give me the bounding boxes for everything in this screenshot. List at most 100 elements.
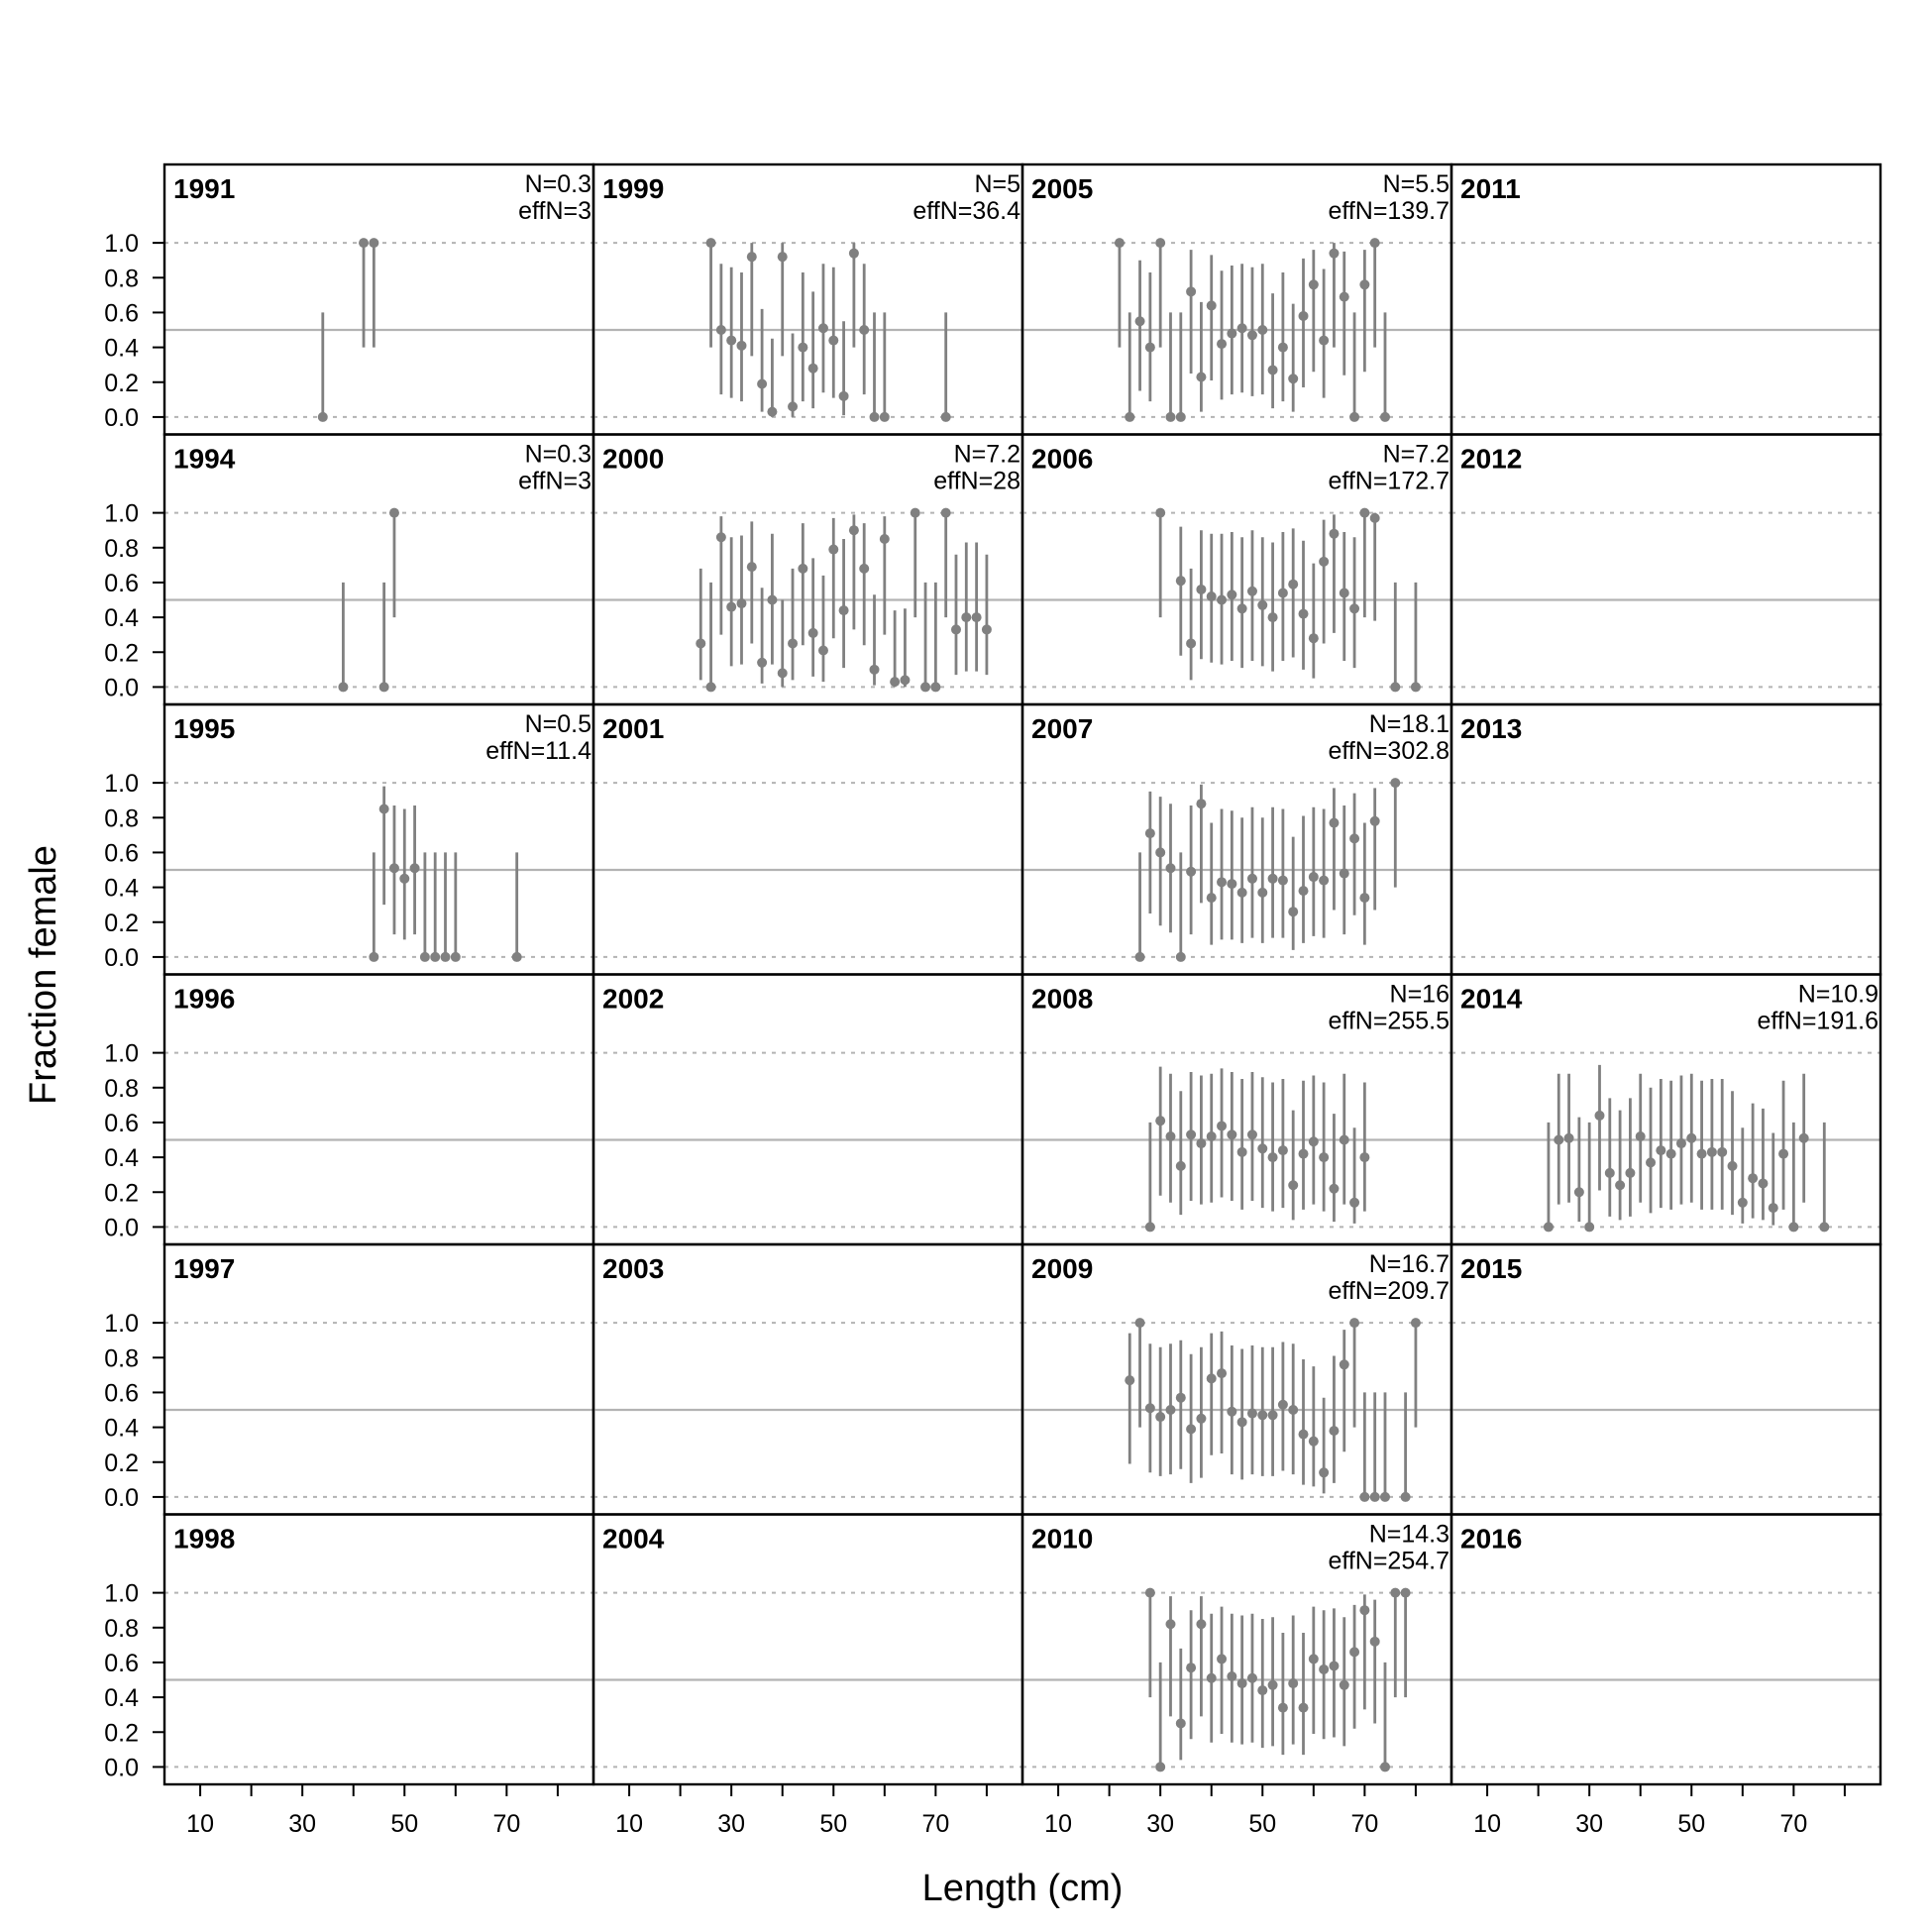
data-point bbox=[1176, 576, 1186, 586]
data-point bbox=[767, 407, 777, 417]
y-tick-label: 0.2 bbox=[104, 910, 139, 937]
panel-2015: 2015 bbox=[1451, 1244, 1880, 1515]
data-point bbox=[1268, 1410, 1278, 1420]
y-tick-label: 0.8 bbox=[104, 1615, 139, 1643]
data-point bbox=[1237, 1678, 1247, 1688]
panel-2011: 2011 bbox=[1451, 164, 1880, 435]
y-tick-label: 0.6 bbox=[104, 1379, 139, 1407]
panel-year: 2009 bbox=[1031, 1253, 1093, 1284]
data-point bbox=[706, 238, 716, 248]
data-point bbox=[1319, 876, 1329, 886]
data-point bbox=[1340, 1359, 1349, 1369]
data-point bbox=[767, 595, 777, 605]
data-point bbox=[900, 675, 910, 685]
x-tick-label: 70 bbox=[1779, 1810, 1807, 1838]
panel-year: 2012 bbox=[1460, 444, 1522, 475]
data-point bbox=[1717, 1147, 1727, 1157]
panel-year: 2000 bbox=[602, 444, 664, 475]
data-point bbox=[1554, 1135, 1563, 1145]
data-point bbox=[369, 238, 378, 248]
data-point bbox=[828, 336, 838, 346]
data-point bbox=[1237, 603, 1247, 613]
data-point bbox=[1584, 1222, 1594, 1232]
y-tick-label: 1.0 bbox=[104, 1580, 139, 1608]
data-point bbox=[1165, 863, 1175, 873]
y-tick-label: 0.0 bbox=[104, 404, 139, 432]
data-point bbox=[788, 638, 798, 648]
y-tick-label: 0.8 bbox=[104, 535, 139, 563]
panel-frame bbox=[1451, 1515, 1880, 1785]
data-point bbox=[1196, 799, 1206, 808]
data-point bbox=[1155, 1412, 1165, 1422]
data-point bbox=[1288, 1180, 1298, 1190]
panel-frame bbox=[164, 1244, 593, 1515]
data-point bbox=[1349, 833, 1359, 843]
x-tick-label: 30 bbox=[717, 1810, 745, 1838]
data-point bbox=[379, 682, 389, 692]
data-point bbox=[778, 252, 788, 262]
y-tick-label: 1.0 bbox=[104, 230, 139, 258]
data-point bbox=[1176, 412, 1186, 422]
data-point bbox=[1349, 1198, 1359, 1208]
data-point bbox=[1268, 365, 1278, 375]
data-point bbox=[951, 624, 961, 634]
panel-year: 1999 bbox=[602, 173, 664, 204]
data-point bbox=[451, 952, 461, 962]
effective-sample-size-label: effN=254.7 bbox=[1328, 1548, 1449, 1575]
data-point bbox=[1125, 412, 1134, 422]
data-point bbox=[338, 682, 348, 692]
data-point bbox=[1594, 1111, 1604, 1121]
sample-size-label: N=16 bbox=[1390, 981, 1449, 1009]
y-tick-label: 0.4 bbox=[104, 875, 139, 903]
data-point bbox=[1145, 1222, 1155, 1232]
y-tick-label: 0.2 bbox=[104, 1719, 139, 1747]
data-point bbox=[1227, 590, 1236, 599]
data-point bbox=[778, 668, 788, 678]
data-point bbox=[1319, 1467, 1329, 1477]
y-tick-label: 0.4 bbox=[104, 1144, 139, 1172]
data-point bbox=[1135, 316, 1145, 326]
data-point bbox=[1176, 1161, 1186, 1171]
data-point bbox=[1186, 1424, 1196, 1434]
data-point bbox=[1278, 1145, 1288, 1155]
data-point bbox=[420, 952, 430, 962]
data-point bbox=[1707, 1147, 1717, 1157]
data-point bbox=[1196, 1619, 1206, 1629]
data-point bbox=[941, 508, 951, 518]
data-point bbox=[1329, 1426, 1339, 1436]
panel-year: 1996 bbox=[173, 984, 235, 1015]
data-point bbox=[1196, 1414, 1206, 1424]
data-point bbox=[880, 412, 890, 422]
data-point bbox=[808, 628, 818, 638]
data-point bbox=[1329, 249, 1339, 259]
y-tick-label: 1.0 bbox=[104, 1310, 139, 1338]
data-point bbox=[1186, 867, 1196, 877]
data-point bbox=[1359, 1152, 1369, 1162]
panel-year: 2010 bbox=[1031, 1524, 1093, 1555]
data-point bbox=[1380, 412, 1390, 422]
data-point bbox=[849, 249, 859, 259]
panel-year: 2003 bbox=[602, 1253, 664, 1284]
data-point bbox=[930, 682, 940, 692]
data-point bbox=[1340, 1135, 1349, 1145]
data-point bbox=[1401, 1492, 1411, 1502]
data-point bbox=[1115, 238, 1125, 248]
panel-year: 2007 bbox=[1031, 713, 1093, 744]
data-point bbox=[1605, 1168, 1615, 1178]
data-point bbox=[1656, 1145, 1665, 1155]
effective-sample-size-label: effN=209.7 bbox=[1328, 1277, 1449, 1305]
panel-year: 1997 bbox=[173, 1253, 235, 1284]
data-point bbox=[441, 952, 451, 962]
y-tick-label: 0.4 bbox=[104, 335, 139, 363]
data-point bbox=[1135, 952, 1145, 962]
data-point bbox=[1145, 343, 1155, 353]
data-point bbox=[1758, 1178, 1768, 1188]
data-point bbox=[1288, 1405, 1298, 1415]
data-point bbox=[1819, 1222, 1829, 1232]
data-point bbox=[1370, 513, 1380, 523]
